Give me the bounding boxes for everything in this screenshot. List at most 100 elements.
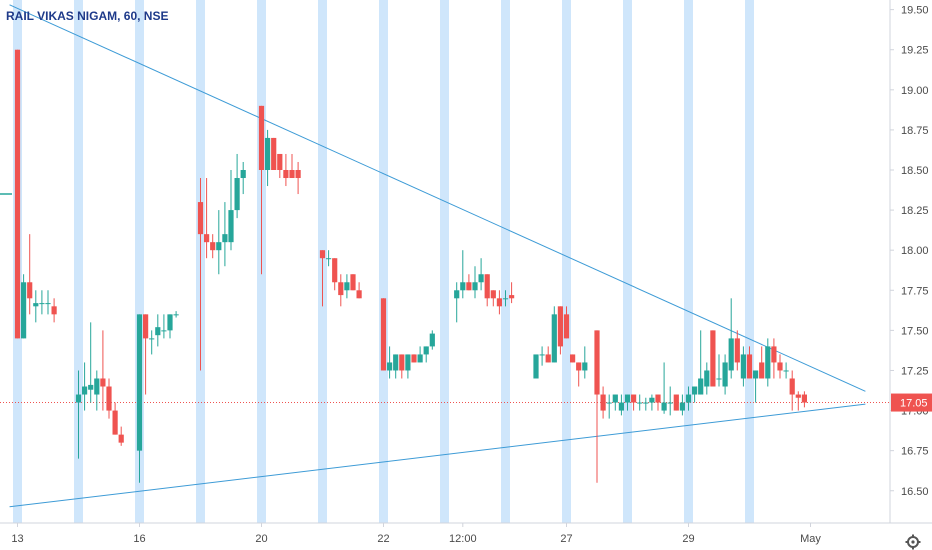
candle-body bbox=[405, 354, 411, 371]
candle-body bbox=[533, 354, 539, 379]
candle bbox=[783, 362, 789, 379]
candle-body bbox=[710, 330, 716, 387]
candle-body bbox=[350, 274, 356, 291]
candle bbox=[344, 274, 350, 299]
candle-body bbox=[399, 354, 405, 371]
candle bbox=[350, 274, 356, 291]
candle-body bbox=[789, 378, 795, 395]
candle-body bbox=[570, 354, 576, 363]
price-tick-label: 17.50 bbox=[901, 325, 929, 337]
price-axis[interactable]: 16.5016.7517.0017.2517.5017.7518.0018.25… bbox=[890, 5, 929, 498]
price-tick-label: 18.75 bbox=[901, 125, 929, 137]
candle-body bbox=[75, 394, 82, 403]
candle bbox=[136, 314, 143, 483]
candle-body bbox=[222, 234, 228, 243]
candle-body bbox=[618, 402, 624, 411]
candle-body bbox=[685, 394, 692, 403]
chart-title: RAIL VIKAS NIGAM, 60, NSE bbox=[6, 9, 168, 23]
candle-body bbox=[716, 378, 722, 380]
candle-body bbox=[51, 306, 57, 315]
time-tick-label: 12:00 bbox=[449, 533, 477, 545]
candle-body bbox=[173, 314, 179, 316]
candle bbox=[197, 178, 204, 371]
candle-body bbox=[265, 137, 271, 170]
trendlines[interactable] bbox=[9, 4, 866, 508]
candle bbox=[545, 346, 551, 363]
candle-body bbox=[94, 378, 100, 395]
candle-body bbox=[289, 170, 295, 179]
candle-body bbox=[722, 362, 728, 387]
candle-body bbox=[649, 397, 655, 403]
candle-body bbox=[216, 242, 222, 251]
candle bbox=[75, 370, 82, 459]
candle bbox=[698, 330, 704, 395]
candle-body bbox=[417, 354, 423, 363]
candle-body bbox=[356, 290, 362, 299]
candle bbox=[753, 370, 759, 403]
candle bbox=[161, 314, 167, 339]
candle bbox=[460, 250, 466, 299]
candle-body bbox=[210, 242, 216, 251]
candle-body bbox=[539, 354, 545, 356]
candle bbox=[45, 290, 51, 315]
price-tick-label: 16.50 bbox=[901, 486, 929, 498]
candle-body bbox=[563, 314, 570, 339]
candle-body bbox=[637, 402, 643, 404]
candle bbox=[228, 170, 234, 251]
candle-body bbox=[14, 49, 21, 339]
candle bbox=[295, 161, 301, 195]
candle bbox=[234, 153, 240, 219]
candle bbox=[716, 354, 722, 387]
candle-body bbox=[460, 282, 466, 291]
candle bbox=[472, 266, 478, 299]
candle bbox=[600, 386, 606, 419]
gear-icon[interactable] bbox=[905, 534, 921, 550]
price-tick-label: 19.00 bbox=[901, 85, 929, 97]
candle-body bbox=[88, 384, 94, 390]
price-tick-label: 18.00 bbox=[901, 245, 929, 257]
candle bbox=[277, 153, 283, 179]
candle-body bbox=[332, 258, 338, 283]
candle-body bbox=[271, 137, 277, 170]
candle-body bbox=[765, 346, 771, 379]
candle-body bbox=[228, 210, 234, 243]
candle-body bbox=[319, 250, 326, 259]
session-band bbox=[623, 0, 632, 523]
candle bbox=[539, 346, 545, 366]
trendline-support[interactable] bbox=[9, 403, 866, 508]
candle-body bbox=[679, 402, 685, 411]
candle-body bbox=[759, 362, 765, 379]
candle bbox=[204, 178, 210, 259]
candle bbox=[740, 346, 746, 387]
candle bbox=[454, 282, 460, 323]
candle bbox=[399, 354, 405, 379]
candle-body bbox=[551, 314, 557, 363]
time-axis[interactable]: 13 16 20 22 12:00 27 29 May bbox=[11, 523, 821, 545]
candle-body bbox=[576, 362, 582, 371]
candle bbox=[94, 370, 100, 411]
candle-body bbox=[423, 346, 429, 355]
candle bbox=[765, 338, 771, 387]
candle bbox=[618, 394, 624, 416]
candle bbox=[692, 386, 698, 403]
candle-body bbox=[136, 314, 143, 451]
candle bbox=[801, 391, 807, 408]
session-band bbox=[74, 0, 83, 523]
candle-body bbox=[27, 282, 33, 299]
candle bbox=[387, 346, 393, 379]
candle bbox=[533, 354, 539, 379]
session-band bbox=[135, 0, 144, 523]
candle bbox=[771, 338, 777, 379]
candle bbox=[216, 210, 222, 275]
candle-body bbox=[197, 202, 204, 235]
candle-body bbox=[557, 306, 563, 347]
candle-body bbox=[380, 298, 387, 371]
candle-body bbox=[698, 378, 704, 395]
candle bbox=[283, 153, 289, 187]
candle-body bbox=[502, 298, 509, 300]
candle bbox=[649, 394, 655, 411]
last-price-tag-box bbox=[891, 393, 932, 412]
trendline-resistance[interactable] bbox=[9, 4, 866, 392]
candle bbox=[484, 274, 490, 307]
